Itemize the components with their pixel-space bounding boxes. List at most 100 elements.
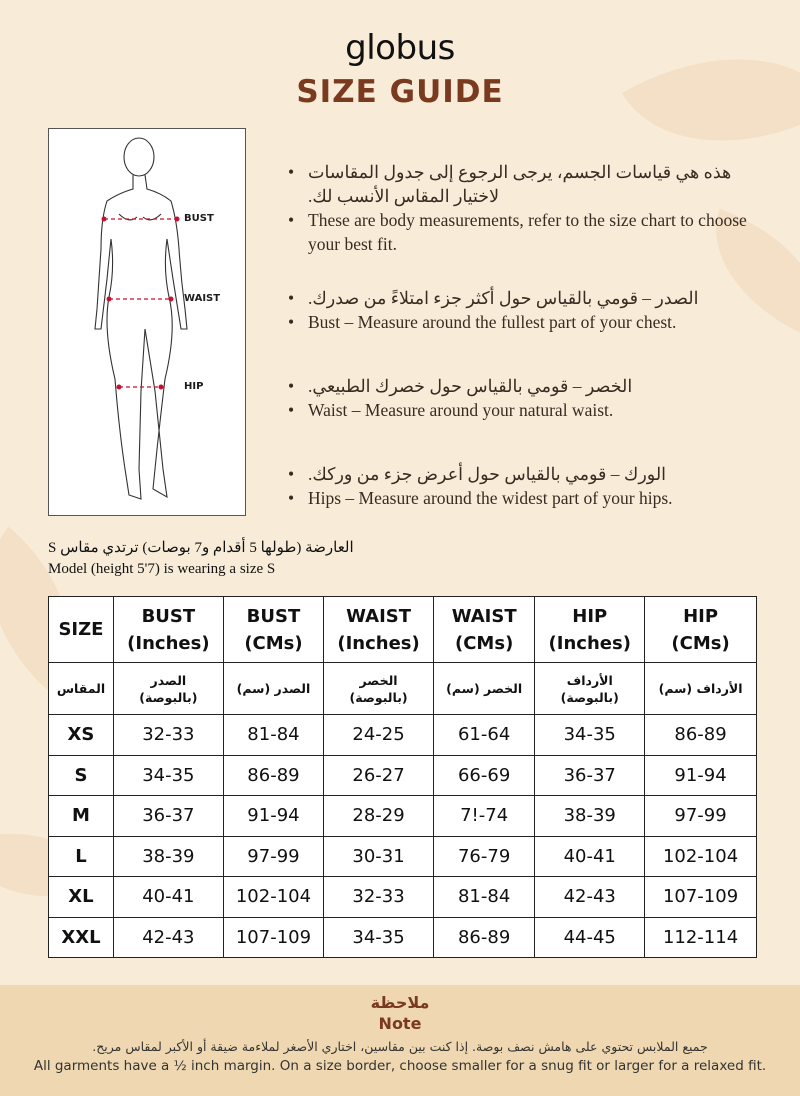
- instruction-en: Waist – Measure around your natural wais…: [288, 398, 758, 422]
- note-title-ar: ملاحظة: [370, 993, 430, 1012]
- note-title-en: Note: [378, 1014, 422, 1033]
- measurement-cell: 81-84: [222, 714, 325, 756]
- instruction-en: Bust – Measure around the fullest part o…: [288, 310, 758, 334]
- note-text-en: All garments have a ½ inch margin. On a …: [33, 1058, 767, 1074]
- arabic-column-header: الأرداف (بالبوصة): [534, 662, 646, 715]
- instruction-ar: هذه هي قياسات الجسم، يرجى الرجوع إلى جدو…: [288, 160, 758, 208]
- size-cell: XL: [48, 876, 114, 918]
- model-info-ar: العارضة (طولها 5 أقدام و7 بوصات) ترتدي م…: [48, 540, 354, 556]
- measurement-cell: 40-41: [112, 876, 224, 918]
- arabic-column-header: الأرداف (سم): [644, 662, 757, 715]
- measurement-cell: 44-45: [534, 916, 646, 958]
- column-header-line: SIZE: [58, 619, 104, 640]
- instruction-ar-text: الصدر – قومي بالقياس حول أكثر جزء امتلاء…: [308, 288, 699, 308]
- measurement-cell: 30-31: [323, 835, 434, 877]
- table-row: XXL 42-43 107-109 34-35 86-89 44-45 112-114: [48, 916, 757, 958]
- measurement-cell: 91-94: [644, 754, 757, 796]
- arabic-column-header: الخصر (سم): [432, 662, 536, 715]
- measurement-cell: 66-69: [432, 754, 536, 796]
- waist-label: WAIST: [184, 293, 221, 304]
- column-header: WAIST (CMs): [432, 596, 536, 663]
- measurement-cell: 97-99: [222, 835, 325, 877]
- arabic-column-header: المقاس: [48, 662, 114, 715]
- arabic-header-line: الصدر: [150, 672, 187, 688]
- measurement-cell: 102-104: [222, 876, 325, 918]
- measurement-cell: 32-33: [323, 876, 434, 918]
- size-cell: XS: [48, 714, 114, 756]
- measurement-cell: 32-33: [112, 714, 224, 756]
- column-header-line: (Inches): [548, 632, 631, 654]
- table-row: L 38-39 97-99 30-31 76-79 40-41 102-104: [48, 835, 757, 877]
- arabic-header-line: الخصر: [359, 672, 398, 688]
- instruction-en: Hips – Measure around the widest part of…: [288, 486, 758, 510]
- note-text-ar: جميع الملابس تحتوي على هامش نصف بوصة. إذ…: [92, 1039, 708, 1054]
- model-info-en: Model (height 5'7) is wearing a size S: [48, 561, 276, 577]
- instruction-ar: الورك – قومي بالقياس حول أعرض جزء من ورك…: [288, 462, 758, 486]
- note-section: ملاحظة Note جميع الملابس تحتوي على هامش …: [0, 985, 800, 1096]
- measurement-cell: 107-109: [644, 876, 757, 918]
- column-header-line: BUST: [246, 605, 301, 627]
- arabic-header-line: (بالبوصة): [139, 689, 198, 705]
- measurement-cell: 40-41: [534, 835, 646, 877]
- model-info: العارضة (طولها 5 أقدام و7 بوصات) ترتدي م…: [48, 538, 354, 580]
- table-row: XS 32-33 81-84 24-25 61-64 34-35 86-89: [48, 714, 757, 756]
- table-row: M 36-37 91-94 28-29 7!-74 38-39 97-99: [48, 795, 757, 837]
- measurement-cell: 107-109: [222, 916, 325, 958]
- measurement-cell: 34-35: [323, 916, 434, 958]
- arabic-header-line: (بالبوصة): [349, 689, 408, 705]
- column-header: HIP (Inches): [534, 596, 646, 663]
- measurement-cell: 86-89: [432, 916, 536, 958]
- table-row: S 34-35 86-89 26-27 66-69 36-37 91-94: [48, 754, 757, 796]
- column-header-line: (CMs): [671, 632, 730, 654]
- measurement-cell: 97-99: [644, 795, 757, 837]
- column-header: BUST (Inches): [112, 596, 224, 663]
- measurement-cell: 42-43: [112, 916, 224, 958]
- column-header-line: WAIST: [451, 605, 517, 627]
- measurement-cell: 38-39: [112, 835, 224, 877]
- arabic-header-row: المقاس الصدر (بالبوصة) الصدر (سم) الخصر (بالب…: [48, 662, 757, 715]
- column-header-line: HIP: [683, 605, 719, 627]
- instruction-hips: الورك – قومي بالقياس حول أعرض جزء من ورك…: [288, 462, 758, 510]
- arabic-header-line: الأرداف: [566, 672, 613, 688]
- instruction-ar-text: الخصر – قومي بالقياس حول خصرك الطبيعي.: [308, 376, 633, 396]
- instruction-waist: الخصر – قومي بالقياس حول خصرك الطبيعي. W…: [288, 374, 758, 422]
- measurement-cell: 86-89: [222, 754, 325, 796]
- bust-label: BUST: [184, 213, 214, 224]
- column-header: BUST (CMs): [222, 596, 325, 663]
- size-cell: XXL: [48, 916, 114, 958]
- arabic-column-header: الصدر (سم): [222, 662, 325, 715]
- column-header-line: (Inches): [127, 632, 210, 654]
- header-row: SIZE BUST (Inches) BUST (CMs) WAIST (Inches) WA…: [48, 596, 757, 663]
- measurement-cell: 34-35: [112, 754, 224, 796]
- measurement-cell: 38-39: [534, 795, 646, 837]
- column-header-line: BUST: [141, 605, 196, 627]
- arabic-column-header: الصدر (بالبوصة): [112, 662, 224, 715]
- table-row: XL 40-41 102-104 32-33 81-84 42-43 107-109: [48, 876, 757, 918]
- hip-label: HIP: [184, 381, 204, 392]
- arabic-header-line: الأرداف (سم): [658, 681, 743, 696]
- body-measurement-figure: BUST WAIST HIP: [48, 128, 246, 516]
- measurement-cell: 26-27: [323, 754, 434, 796]
- column-header-line: (CMs): [244, 632, 303, 654]
- size-cell: S: [48, 754, 114, 796]
- measurement-cell: 76-79: [432, 835, 536, 877]
- instruction-ar-text: الورك – قومي بالقياس حول أعرض جزء من ورك…: [308, 464, 667, 484]
- arabic-header-line: (بالبوصة): [560, 689, 619, 705]
- arabic-column-header: الخصر (بالبوصة): [323, 662, 434, 715]
- measurement-cell: 36-37: [112, 795, 224, 837]
- column-header: HIP (CMs): [644, 596, 757, 663]
- size-chart-table: SIZE BUST (Inches) BUST (CMs) WAIST (Inches) WA…: [48, 596, 757, 958]
- measurement-cell: 36-37: [534, 754, 646, 796]
- size-cell: L: [48, 835, 114, 877]
- column-header: SIZE: [48, 596, 114, 663]
- measurement-cell: 34-35: [534, 714, 646, 756]
- page-title: SIZE GUIDE: [296, 74, 504, 110]
- measurement-cell: 61-64: [432, 714, 536, 756]
- measurement-cell: 81-84: [432, 876, 536, 918]
- column-header-line: (Inches): [337, 632, 420, 654]
- body-silhouette-icon: [94, 137, 188, 500]
- measurement-cell: 28-29: [323, 795, 434, 837]
- instruction-bust: الصدر – قومي بالقياس حول أكثر جزء امتلاء…: [288, 286, 758, 334]
- measurement-cell: 42-43: [534, 876, 646, 918]
- arabic-header-line: الخصر (سم): [446, 681, 523, 696]
